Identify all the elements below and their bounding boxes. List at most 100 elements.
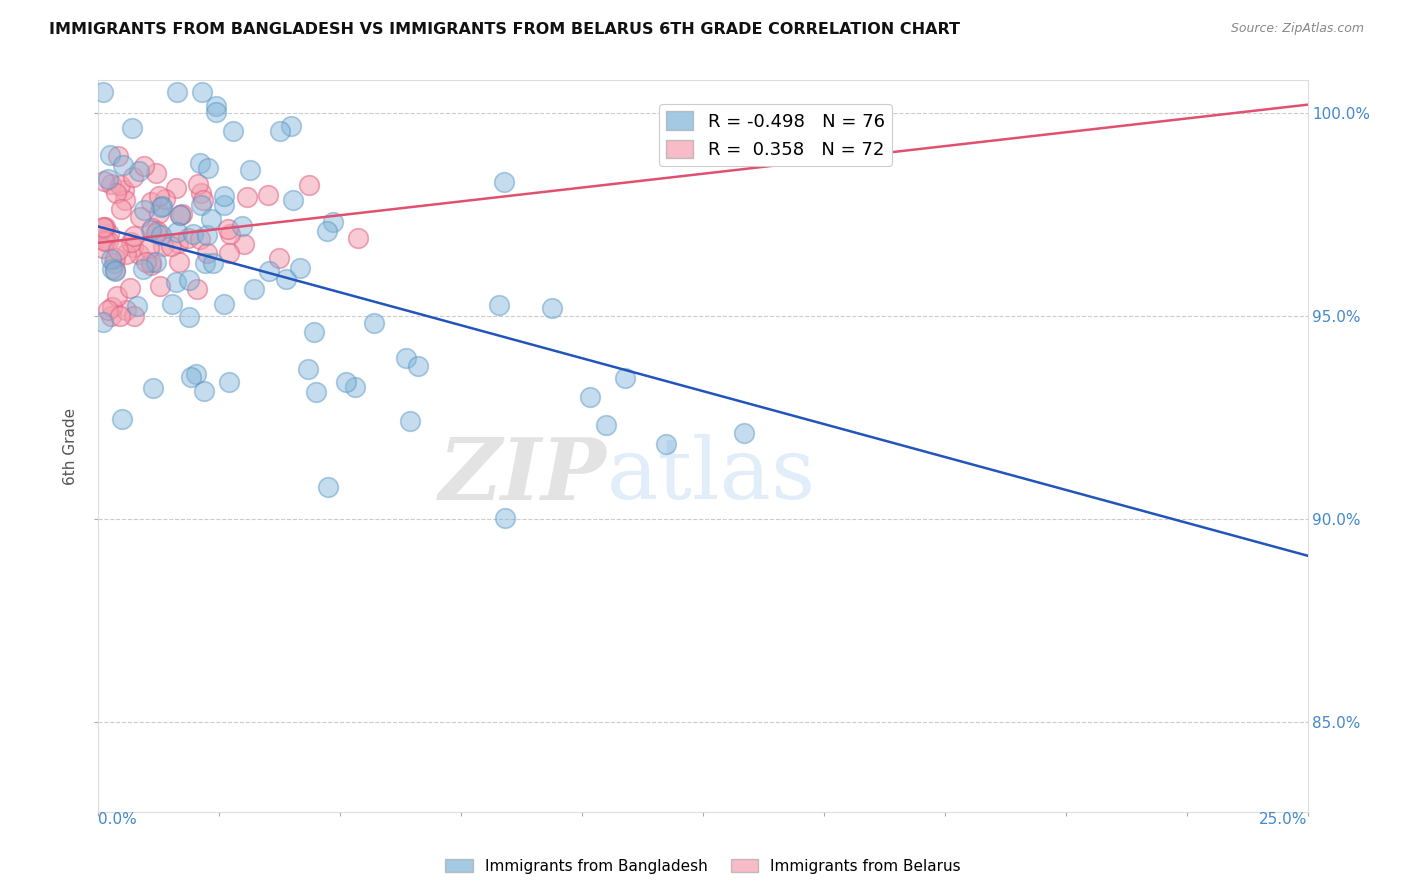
- Point: [98, 148, 121, 162]
- Point: [104, 263, 127, 277]
- Point: [145, 227, 167, 241]
- Point: [233, 236, 256, 251]
- Point: [494, 511, 516, 525]
- Point: [614, 370, 637, 384]
- Point: [127, 299, 149, 313]
- Text: 25.0%: 25.0%: [1260, 812, 1308, 827]
- Point: [184, 368, 207, 382]
- Point: [97, 172, 120, 186]
- Point: [169, 208, 191, 222]
- Point: [316, 224, 339, 238]
- Y-axis label: 6th Grade: 6th Grade: [63, 408, 79, 484]
- Point: [488, 298, 510, 312]
- Point: [281, 193, 304, 207]
- Point: [149, 227, 172, 242]
- Point: [91, 233, 114, 247]
- Point: [218, 246, 240, 260]
- Point: [494, 175, 516, 189]
- Point: [193, 384, 215, 398]
- Point: [139, 194, 162, 209]
- Point: [104, 186, 127, 201]
- Point: [132, 203, 155, 218]
- Point: [107, 243, 129, 257]
- Point: [105, 289, 128, 303]
- Point: [170, 207, 193, 221]
- Point: [103, 256, 125, 270]
- Point: [101, 262, 124, 277]
- Point: [100, 309, 122, 323]
- Point: [114, 193, 136, 207]
- Point: [399, 414, 422, 428]
- Point: [316, 480, 339, 494]
- Point: [363, 316, 385, 330]
- Point: [149, 200, 172, 214]
- Point: [142, 381, 165, 395]
- Point: [188, 156, 211, 170]
- Point: [201, 256, 224, 270]
- Point: [120, 235, 142, 249]
- Point: [297, 362, 319, 376]
- Point: [152, 239, 174, 253]
- Point: [91, 86, 114, 100]
- Point: [94, 220, 117, 235]
- Point: [655, 436, 678, 450]
- Point: [149, 279, 172, 293]
- Point: [104, 251, 127, 265]
- Point: [179, 310, 201, 324]
- Point: [190, 198, 212, 212]
- Point: [91, 242, 114, 256]
- Point: [129, 210, 152, 224]
- Point: [195, 227, 218, 242]
- Point: [111, 412, 134, 426]
- Point: [191, 86, 214, 100]
- Point: [194, 256, 217, 270]
- Point: [97, 234, 120, 248]
- Point: [274, 272, 297, 286]
- Point: [121, 169, 143, 184]
- Point: [231, 219, 253, 233]
- Point: [212, 297, 235, 311]
- Point: [181, 227, 204, 241]
- Point: [257, 187, 280, 202]
- Point: [406, 359, 429, 374]
- Point: [107, 149, 129, 163]
- Point: [200, 212, 222, 227]
- Point: [120, 281, 142, 295]
- Point: [148, 205, 170, 219]
- Point: [180, 370, 202, 384]
- Point: [103, 262, 125, 277]
- Point: [108, 309, 131, 323]
- Point: [165, 181, 187, 195]
- Point: [132, 160, 155, 174]
- Point: [280, 120, 302, 134]
- Point: [124, 309, 146, 323]
- Legend: Immigrants from Bangladesh, Immigrants from Belarus: Immigrants from Bangladesh, Immigrants f…: [439, 853, 967, 880]
- Point: [128, 246, 150, 260]
- Point: [115, 247, 138, 261]
- Point: [177, 231, 200, 245]
- Point: [578, 390, 600, 404]
- Point: [218, 375, 240, 389]
- Text: IMMIGRANTS FROM BANGLADESH VS IMMIGRANTS FROM BELARUS 6TH GRADE CORRELATION CHAR: IMMIGRANTS FROM BANGLADESH VS IMMIGRANTS…: [49, 22, 960, 37]
- Text: ZIP: ZIP: [439, 434, 606, 517]
- Point: [186, 282, 208, 296]
- Point: [169, 208, 191, 222]
- Point: [111, 158, 134, 172]
- Point: [93, 174, 115, 188]
- Point: [187, 177, 209, 191]
- Point: [191, 193, 214, 207]
- Point: [160, 297, 183, 311]
- Point: [242, 282, 264, 296]
- Point: [138, 241, 160, 255]
- Point: [540, 301, 562, 315]
- Point: [122, 228, 145, 243]
- Point: [115, 302, 138, 317]
- Point: [97, 227, 120, 242]
- Point: [347, 231, 370, 245]
- Point: [139, 258, 162, 272]
- Point: [733, 425, 755, 440]
- Point: [343, 380, 366, 394]
- Point: [110, 202, 132, 216]
- Point: [257, 263, 280, 277]
- Point: [236, 190, 259, 204]
